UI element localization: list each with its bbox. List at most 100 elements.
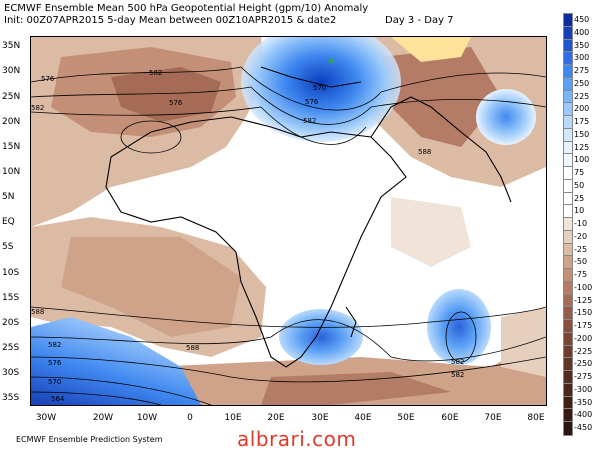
- legend-swatch: [563, 408, 573, 423]
- legend-entry: -25: [563, 242, 600, 258]
- contour-label: 576: [305, 98, 319, 106]
- legend-swatch: [563, 102, 573, 117]
- contour-label: 564: [51, 395, 65, 403]
- legend-value: 150: [574, 129, 590, 139]
- legend-value: 300: [574, 53, 590, 63]
- lat-label: EQ: [2, 217, 15, 227]
- lon-label: 20W: [92, 413, 114, 423]
- legend-swatch: [563, 344, 573, 360]
- legend-entry: -125: [563, 293, 600, 309]
- legend-entry: 25: [563, 191, 600, 207]
- legend-entry: 200: [563, 102, 600, 117]
- map-title: ECMWF Ensemble Mean 500 hPa Geopotential…: [4, 3, 369, 14]
- legend-entry: 250: [563, 76, 600, 92]
- legend-swatch: [563, 370, 573, 385]
- lon-label: 60E: [441, 413, 459, 423]
- lon-label: 20E: [267, 413, 285, 423]
- legend-value: 250: [574, 78, 590, 88]
- contour-label: 582: [48, 341, 61, 349]
- contour-label: 588: [31, 308, 44, 316]
- legend-value: -450: [574, 423, 593, 432]
- lat-label: 15N: [2, 142, 21, 152]
- legend-value: -225: [574, 346, 593, 356]
- lat-label: 25S: [2, 343, 20, 353]
- legend-value: -10: [574, 219, 588, 228]
- height-contours: [31, 66, 546, 405]
- contour-label: 570: [48, 378, 61, 386]
- legend-entry: 150: [563, 127, 600, 143]
- legend-entry: 50: [563, 178, 600, 194]
- legend-value: 75: [574, 168, 585, 177]
- contour-label: 582: [451, 371, 464, 379]
- legend-swatch: [563, 357, 573, 372]
- legend-swatch: [563, 64, 573, 79]
- legend-swatch: [563, 306, 573, 321]
- legend-value: -75: [574, 270, 588, 279]
- negative-anomaly-shading: [31, 37, 546, 405]
- legend-entry: -350: [563, 395, 600, 411]
- legend-value: 450: [574, 15, 590, 24]
- legend-swatch: [563, 242, 573, 258]
- lat-label: 30N: [2, 66, 21, 76]
- legend-entry: -75: [563, 268, 600, 283]
- legend-value: -300: [574, 384, 593, 394]
- legend-entry: 125: [563, 140, 600, 156]
- legend-swatch: [563, 178, 573, 194]
- legend-value: -50: [574, 257, 588, 267]
- legend-value: 10: [574, 206, 585, 216]
- legend-entry: 350: [563, 38, 600, 54]
- legend-swatch: [563, 38, 573, 54]
- legend-entry: -225: [563, 344, 600, 360]
- legend-swatch: [563, 153, 573, 168]
- legend-swatch: [563, 127, 573, 143]
- legend-value: -125: [574, 295, 593, 305]
- lat-label: 30S: [2, 368, 20, 378]
- legend-value: -150: [574, 308, 593, 318]
- legend-value: -20: [574, 231, 588, 241]
- legend-value: 275: [574, 66, 590, 75]
- lon-label: 30E: [311, 413, 329, 423]
- legend-swatch: [563, 204, 573, 219]
- legend-value: 400: [574, 27, 590, 37]
- legend-swatch: [563, 140, 573, 156]
- legend-swatch: [563, 115, 573, 130]
- legend-swatch: [563, 76, 573, 92]
- lat-label: 35N: [2, 41, 21, 51]
- legend-value: 100: [574, 155, 590, 165]
- legend-value: 225: [574, 91, 590, 101]
- legend-entry: 225: [563, 89, 600, 105]
- contour-label: 588: [418, 148, 431, 156]
- legend-swatch: [563, 293, 573, 309]
- legend-value: 25: [574, 193, 585, 203]
- lat-label: 35S: [2, 393, 20, 403]
- legend-swatch: [563, 25, 573, 41]
- legend-entry: 400: [563, 25, 600, 41]
- legend-entry: -250: [563, 357, 600, 372]
- coastlines: [105, 66, 512, 368]
- legend-swatch: [563, 217, 573, 232]
- legend-value: -400: [574, 410, 593, 420]
- lon-label: 40E: [354, 413, 372, 423]
- legend-entry: 100: [563, 153, 600, 168]
- anomaly-map: 582 576 582 576 570 582 576 588 588 582 …: [30, 36, 547, 406]
- legend-entry: 275: [563, 64, 600, 79]
- legend-value: 50: [574, 180, 585, 190]
- lat-label: 10S: [2, 268, 20, 278]
- contour-label: 582: [303, 117, 316, 125]
- legend-entry: 175: [563, 115, 600, 130]
- contour-label: 576: [169, 99, 183, 107]
- lon-label: 10W: [136, 413, 158, 423]
- credit-text: ECMWF Ensemble Prediction System: [16, 435, 163, 444]
- legend-entry: -150: [563, 306, 600, 321]
- contour-label: 576: [48, 359, 62, 367]
- lon-label: 30W: [35, 413, 57, 423]
- legend-entry: 75: [563, 166, 600, 181]
- lon-label: 0: [187, 413, 193, 423]
- station-marker: [328, 58, 334, 64]
- legend-swatch: [563, 13, 573, 28]
- legend-value: -275: [574, 372, 593, 381]
- legend-value: -200: [574, 333, 593, 343]
- legend-value: 350: [574, 40, 590, 50]
- legend-swatch: [563, 51, 573, 66]
- legend-swatch: [563, 268, 573, 283]
